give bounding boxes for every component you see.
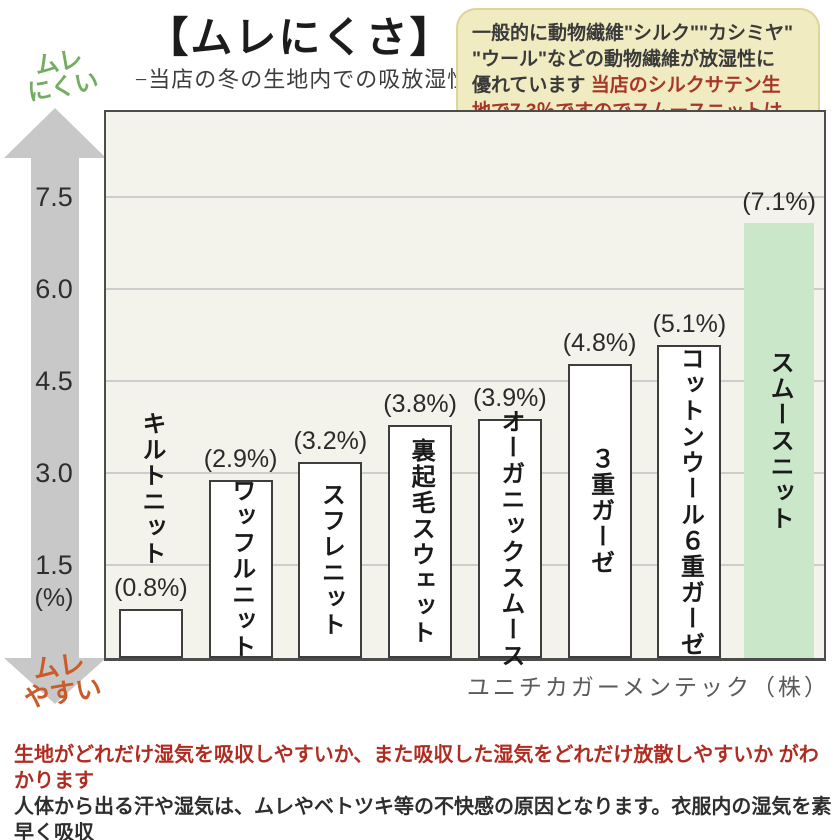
bar-group: (0.8%) キルトニット (106, 112, 196, 658)
bar: ３重ガーゼ (567, 364, 632, 658)
text-segment: 当店のシルクサテン生 (590, 75, 781, 96)
bar: スムースニット (744, 223, 815, 658)
gridline (106, 380, 824, 383)
y-axis-unit: (%) (34, 584, 74, 612)
gridline (106, 564, 824, 567)
bar-name-label: スムースニット (766, 349, 794, 532)
bar-name-label: キルトニット (137, 411, 165, 567)
bar-group: (2.9%) ワッフルニット (196, 112, 286, 660)
arrow-shaft (31, 152, 79, 670)
footer-line: 生地がどれだけ湿気を吸収しやすいか、また吸収した湿気をどれだけ放散しやすいか が… (14, 742, 834, 794)
bar: 裏起毛スウェット (388, 425, 453, 658)
text-segment: 人体から出る汗や湿気は、ムレやベトツキ等の不快感の原因となります。衣服内の湿気を… (14, 796, 832, 840)
bar-value-label: (7.1%) (742, 188, 816, 216)
bar-value-label: (3.9%) (473, 384, 547, 412)
bar-value-label: (0.8%) (114, 574, 188, 602)
bar-group: (5.1%) コットンウール６重ガーゼ (645, 112, 735, 658)
text-segment: 優れています (472, 75, 591, 96)
callout-line: 一般的に動物繊維"シルク""カシミヤ" (472, 21, 805, 47)
bar-name-label: ３重ガーゼ (586, 446, 614, 576)
gridline (106, 472, 824, 475)
bar: コットンウール６重ガーゼ (657, 345, 722, 658)
bar-value-label: (3.2%) (293, 427, 368, 455)
bar-value-label: (3.8%) (383, 390, 457, 418)
callout-line: "ウール"などの動物繊維が放湿性に (472, 47, 805, 73)
bar-group: (3.2%) スフレニット (286, 112, 376, 658)
bar: オーガニックスムース (477, 409, 542, 669)
text-segment: 一般的に動物繊維"シルク""カシミヤ" (472, 23, 794, 44)
y-axis-arrow (4, 108, 106, 704)
footer-line: 人体から出る汗や湿気は、ムレやベトツキ等の不快感の原因となります。衣服内の湿気を… (14, 794, 834, 840)
text-segment: "ウール"などの動物繊維が放湿性に (472, 49, 776, 70)
bar-layer: (0.8%) キルトニット (2.9%) ワッフルニット (3.2%) スフレニット (3.… (106, 112, 824, 669)
bar (118, 609, 183, 658)
plot-area: (0.8%) キルトニット (2.9%) ワッフルニット (3.2%) スフレニット (3.… (104, 110, 826, 669)
page-title: 【ムレにくさ】 (146, 16, 454, 62)
text-segment: 生地がどれだけ湿気を吸収しやすいか、また吸収した湿気をどれだけ放散しやすいか が… (14, 744, 819, 792)
bar-group: (3.9%) オーガニックスムース (465, 112, 555, 669)
bar: ワッフルニット (208, 478, 273, 660)
bar-value-label: (5.1%) (652, 310, 727, 338)
source-credit: ユニチカガーメンテック（株） (466, 675, 830, 700)
footer-text: 生地がどれだけ湿気を吸収しやすいか、また吸収した湿気をどれだけ放散しやすいか が… (14, 742, 834, 840)
bar-value-label: (4.8%) (562, 329, 637, 357)
bar-group: (7.1%) スムースニット (734, 112, 824, 658)
bar-name-label: オーガニックスムース (496, 408, 524, 669)
bar-group: (3.8%) 裏起毛スウェット (375, 112, 465, 658)
callout-line: 優れています 当店のシルクサテン生 (472, 73, 805, 99)
arrow-down-icon (4, 658, 106, 704)
page-subtitle: −当店の冬の生地内での吸放湿性 - (134, 67, 486, 92)
gridline (106, 196, 824, 199)
bar: スフレニット (298, 462, 363, 658)
bar-name-label: 裏起毛スウェット (407, 437, 435, 646)
bar-name-label: コットンウール６重ガーゼ (676, 345, 704, 658)
bar-value-label: (2.9%) (203, 445, 278, 473)
bar-name-label: ワッフルニット (227, 478, 255, 660)
gridline (106, 288, 824, 291)
bar-name-label: スフレニット (317, 482, 345, 638)
arrow-up-icon (4, 108, 106, 158)
bar-group: (4.8%) ３重ガーゼ (555, 112, 645, 658)
